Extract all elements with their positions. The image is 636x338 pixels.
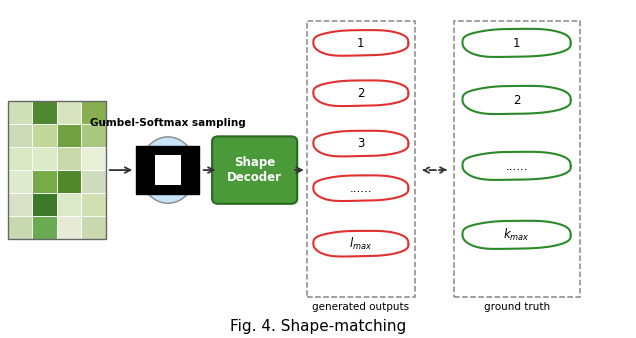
Text: ......: ...... [350, 182, 372, 195]
Bar [81, 147, 106, 170]
Text: Fig. 4. Shape-matching: Fig. 4. Shape-matching [230, 319, 406, 334]
Bar [57, 147, 81, 170]
Bar [57, 124, 81, 147]
Bar [57, 193, 81, 216]
Bar [57, 101, 81, 124]
Bar [81, 170, 106, 193]
Text: ......: ...... [506, 160, 528, 173]
Bar [32, 170, 57, 193]
Text: $k_{max}$: $k_{max}$ [503, 227, 530, 243]
Bar [8, 101, 32, 124]
Bar [155, 155, 181, 185]
Bar [8, 124, 32, 147]
Bar [8, 170, 32, 193]
Bar [81, 216, 106, 239]
Bar [32, 147, 57, 170]
Bar [32, 124, 57, 147]
Text: 3: 3 [357, 137, 364, 150]
Bar [8, 193, 32, 216]
Bar [81, 193, 106, 216]
Bar [137, 146, 200, 194]
Text: 2: 2 [357, 87, 364, 100]
Bar [57, 193, 81, 216]
Text: Shape
Decoder: Shape Decoder [227, 156, 282, 184]
Text: $l_{max}$: $l_{max}$ [349, 236, 373, 252]
Bar [57, 216, 81, 239]
Text: 1: 1 [513, 37, 520, 50]
Bar [57, 101, 81, 124]
FancyBboxPatch shape [212, 136, 297, 204]
Bar [8, 170, 32, 193]
Bar [81, 216, 106, 239]
Bar [57, 216, 81, 239]
Bar [8, 193, 32, 216]
Bar [8, 124, 32, 147]
Bar [32, 216, 57, 239]
Text: generated outputs: generated outputs [312, 301, 410, 312]
Bar [8, 101, 106, 239]
Text: Gumbel-Softmax sampling: Gumbel-Softmax sampling [90, 118, 246, 127]
Bar [32, 147, 57, 170]
Bar [81, 124, 106, 147]
Bar [8, 147, 32, 170]
Bar [81, 147, 106, 170]
Ellipse shape [139, 137, 197, 203]
Bar [32, 101, 57, 124]
Bar [57, 170, 81, 193]
Text: 2: 2 [513, 94, 520, 107]
Bar [81, 101, 106, 124]
Text: ground truth: ground truth [483, 301, 550, 312]
Bar [32, 193, 57, 216]
Bar [8, 216, 32, 239]
Text: 1: 1 [357, 37, 364, 50]
Bar [81, 170, 106, 193]
